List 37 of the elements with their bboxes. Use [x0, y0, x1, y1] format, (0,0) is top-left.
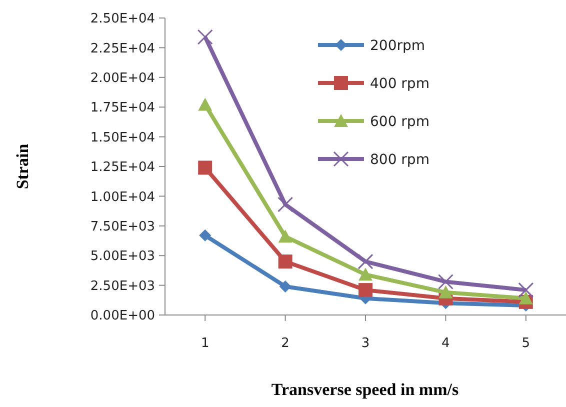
- point: [358, 268, 372, 281]
- y-tick-label: 2.00E+04: [90, 70, 155, 86]
- y-tick-label: 2.50E+04: [90, 12, 155, 27]
- point: [199, 229, 212, 242]
- x-tick-label: 5: [522, 336, 530, 351]
- point: [358, 283, 372, 298]
- legend-label: 600 rpm: [370, 114, 430, 130]
- y-tick-label: 5.00E+03: [90, 249, 155, 264]
- legend-label: 800 rpm: [370, 152, 430, 168]
- y-tick-label: 1.75E+04: [90, 100, 155, 116]
- legend-label: 200rpm: [370, 38, 426, 54]
- y-tick-label: 1.25E+04: [90, 160, 155, 176]
- point: [438, 274, 454, 290]
- x-tick-label: 4: [442, 336, 450, 351]
- point: [278, 230, 292, 243]
- point: [438, 285, 453, 298]
- x-tick-label: 3: [361, 336, 370, 351]
- y-tick-label: 2.50E+03: [90, 278, 155, 294]
- point: [198, 160, 212, 175]
- x-tick-label: 2: [281, 336, 290, 351]
- point: [518, 291, 533, 304]
- y-axis-title: Strain: [13, 143, 32, 190]
- y-tick-label: 2.25E+04: [90, 41, 155, 56]
- y-tick-label: 1.50E+04: [90, 130, 155, 146]
- point: [278, 196, 294, 212]
- point: [197, 29, 213, 45]
- y-tick-label: 1.00E+04: [90, 190, 155, 205]
- point: [279, 280, 292, 292]
- point: [278, 254, 292, 269]
- point: [518, 282, 534, 298]
- y-tick-label: 7.50E+03: [90, 219, 155, 234]
- point: [358, 254, 374, 270]
- y-tick-label: 0.00E+00: [90, 308, 155, 324]
- x-axis-title: Transverse speed in mm/s: [271, 380, 459, 399]
- legend-label: 400 rpm: [370, 76, 430, 92]
- point: [198, 98, 212, 111]
- x-tick-label: 1: [200, 336, 210, 351]
